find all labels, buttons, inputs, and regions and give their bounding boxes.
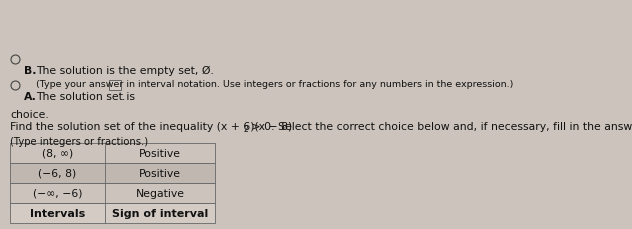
Text: (−∞, −6): (−∞, −6) [33,188,82,198]
Text: Sign of interval: Sign of interval [112,208,208,218]
Text: The solution is the empty set, Ø.: The solution is the empty set, Ø. [36,66,214,76]
Text: Negative: Negative [135,188,185,198]
Text: The solution set is: The solution set is [36,92,135,101]
Text: B.: B. [24,66,37,76]
Text: (Type your answer in interval notation. Use integers or fractions for any number: (Type your answer in interval notation. … [36,80,513,89]
Text: Find the solution set of the inequality (x + 6)(x − 8): Find the solution set of the inequality … [10,121,292,131]
Text: A.: A. [24,92,37,101]
Text: (−6, 8): (−6, 8) [39,168,76,178]
Text: > 0. Select the correct choice below and, if necessary, fill in the answer bo: > 0. Select the correct choice below and… [248,121,632,131]
Text: choice.: choice. [10,109,49,120]
Text: (Type integers or fractions.): (Type integers or fractions.) [10,136,148,146]
Text: (8, ∞): (8, ∞) [42,148,73,158]
Text: Positive: Positive [139,168,181,178]
Text: Positive: Positive [139,148,181,158]
Text: Intervals: Intervals [30,208,85,218]
Text: .: . [122,92,126,101]
Text: 2: 2 [243,124,248,134]
